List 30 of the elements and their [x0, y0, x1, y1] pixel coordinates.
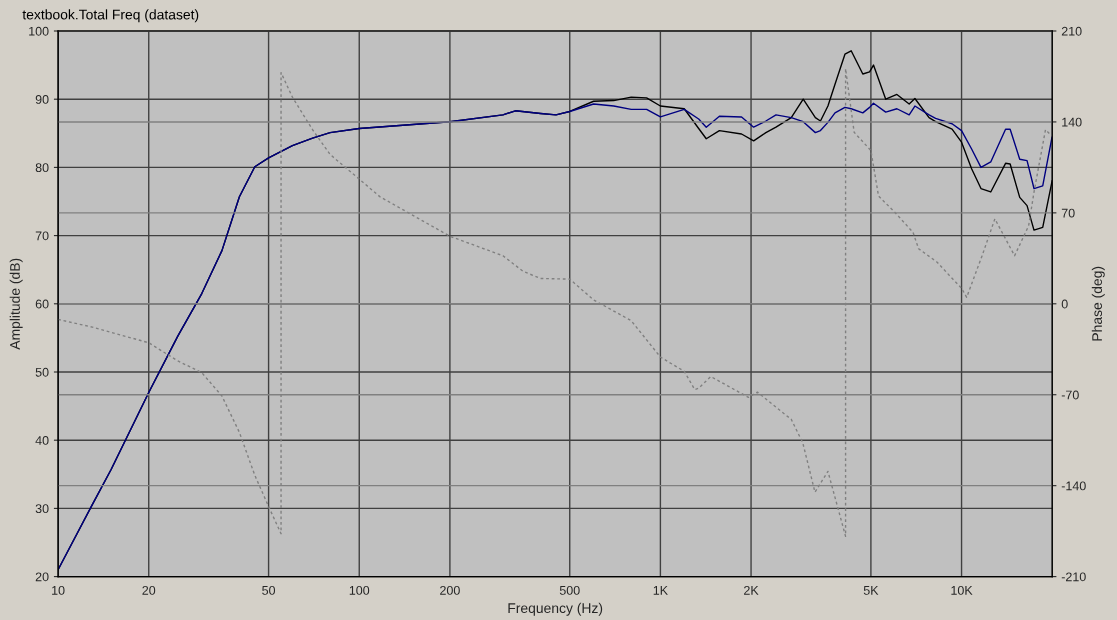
- y-tick-label: 60: [35, 299, 49, 309]
- x-tick-label: 2K: [744, 585, 759, 595]
- y2-tick-label: -140: [1061, 481, 1086, 491]
- y2-tick-label: -70: [1061, 390, 1079, 400]
- y2-tick-label: 140: [1062, 117, 1082, 127]
- x-tick-label: 1K: [653, 586, 668, 595]
- x-tick-label: 5K: [863, 586, 879, 595]
- y2-axis-title: Phase (deg): [1091, 266, 1105, 341]
- x-tick-label: 200: [440, 585, 460, 595]
- y-tick-label: 40: [35, 436, 49, 445]
- y2-tick-label: 70: [1061, 208, 1075, 218]
- y-tick-label: 90: [35, 95, 49, 104]
- y-tick-label: 100: [29, 26, 49, 36]
- x-tick-label: 50: [262, 585, 276, 595]
- y-tick-label: 20: [35, 572, 49, 582]
- x-tick-label: 10: [52, 585, 65, 595]
- y-tick-label: 80: [35, 163, 49, 173]
- x-tick-label: 500: [559, 585, 580, 595]
- y2-tick-label: 0: [1061, 299, 1068, 309]
- y2-tick-label: 210: [1061, 26, 1082, 36]
- x-tick-label: 20: [142, 585, 156, 595]
- y-tick-label: 50: [35, 367, 49, 377]
- x-tick-label: 10K: [951, 585, 973, 595]
- y2-tick-label: -210: [1061, 572, 1086, 582]
- y-tick-label: 70: [35, 231, 49, 241]
- x-tick-label: 100: [349, 585, 370, 595]
- x-axis-title: Frequency (Hz): [508, 602, 603, 616]
- y-axis-title: Amplitude (dB): [9, 258, 23, 350]
- y-tick-label: 30: [35, 504, 49, 514]
- chart-title: textbook.Total Freq (dataset): [22, 9, 199, 23]
